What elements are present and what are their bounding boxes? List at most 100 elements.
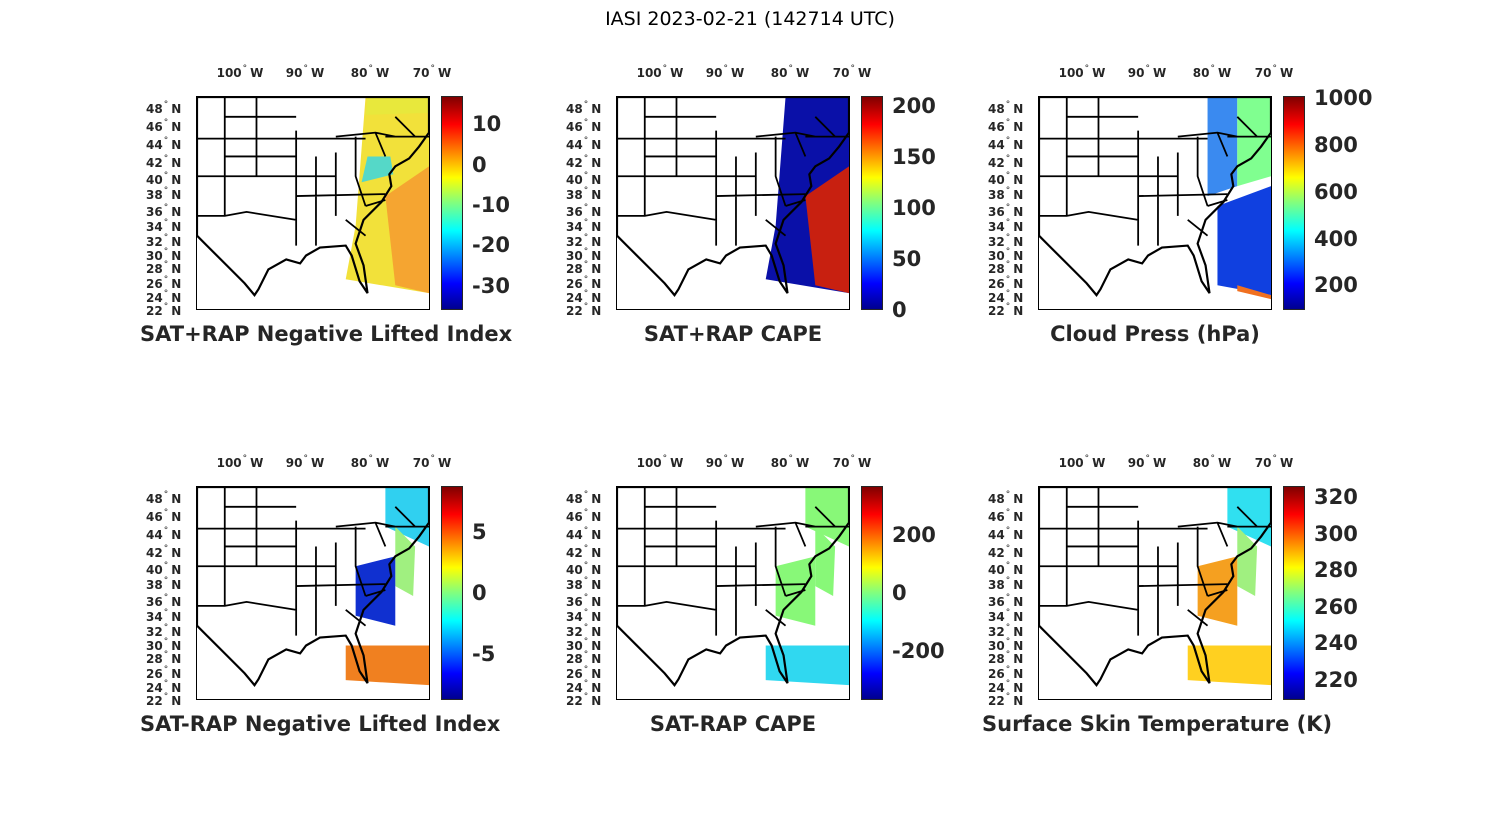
latitude-tick-label: 24° N: [566, 289, 601, 305]
degree-symbol: °: [1005, 218, 1011, 228]
degree-symbol: °: [1005, 576, 1011, 586]
state-borders: [224, 505, 429, 627]
latitude-tick-label: 36° N: [146, 593, 181, 609]
lat-suffix: N: [591, 510, 602, 524]
lon-value: 100: [1058, 66, 1084, 80]
lat-value: 32: [566, 235, 583, 249]
lat-suffix: N: [1013, 120, 1024, 134]
state-borders: [224, 115, 429, 237]
degree-symbol: °: [163, 302, 169, 312]
lat-value: 46: [566, 120, 583, 134]
degree-symbol: °: [1005, 679, 1011, 689]
lat-suffix: N: [591, 304, 602, 318]
lat-suffix: N: [1013, 563, 1024, 577]
degree-symbol: °: [303, 64, 308, 74]
degree-symbol: °: [583, 508, 589, 518]
lon-suffix: W: [795, 456, 810, 470]
lat-suffix: N: [591, 563, 602, 577]
longitude-tick-label: 80° W: [351, 454, 389, 470]
latitude-tick-label: 24° N: [988, 679, 1023, 695]
latitude-tick-label: 42° N: [146, 544, 181, 560]
colorbar-tick-label: 220: [1314, 667, 1358, 692]
lat-suffix: N: [591, 205, 602, 219]
degree-symbol: °: [163, 490, 169, 500]
degree-symbol: °: [1005, 203, 1011, 213]
latitude-tick-label: 48° N: [566, 490, 601, 506]
lon-suffix: W: [375, 456, 390, 470]
lat-value: 44: [988, 138, 1005, 152]
degree-symbol: °: [1005, 233, 1011, 243]
lat-suffix: N: [171, 205, 182, 219]
latitude-tick-label: 36° N: [988, 203, 1023, 219]
degree-symbol: °: [583, 576, 589, 586]
degree-symbol: °: [1005, 665, 1011, 675]
lat-suffix: N: [1013, 156, 1024, 170]
lon-value: 100: [216, 66, 242, 80]
degree-symbol: °: [163, 100, 169, 110]
longitude-tick-label: 80° W: [1193, 454, 1231, 470]
degree-symbol: °: [583, 692, 589, 702]
latitude-tick-label: 28° N: [988, 260, 1023, 276]
map-panel: 100° W 90° W 80° W 70° W 48° N 46° N 44° N 42° N 40° N 38°…: [140, 450, 560, 750]
latitude-tick-label: 48° N: [146, 490, 181, 506]
lat-suffix: N: [1013, 220, 1024, 234]
lat-value: 42: [988, 546, 1005, 560]
lat-value: 40: [988, 563, 1005, 577]
lat-value: 34: [146, 220, 163, 234]
lon-value: 80: [1192, 456, 1210, 470]
lat-value: 28: [146, 652, 163, 666]
latitude-tick-label: 46° N: [988, 508, 1023, 524]
degree-symbol: °: [1005, 289, 1011, 299]
state-borders: [197, 97, 386, 246]
latitude-tick-label: 28° N: [566, 260, 601, 276]
degree-symbol: °: [163, 665, 169, 675]
latitude-tick-label: 40° N: [146, 171, 181, 187]
map-panel: 100° W 90° W 80° W 70° W 48° N 46° N 44° N 42° N 40° N 38°…: [140, 60, 560, 360]
longitude-tick-label: 70° W: [1255, 454, 1293, 470]
lon-value: 90: [1127, 66, 1145, 80]
lat-suffix: N: [171, 262, 182, 276]
lon-value: 100: [216, 456, 242, 470]
lat-suffix: N: [591, 249, 602, 263]
figure-title: IASI 2023-02-21 (142714 UTC): [605, 8, 895, 30]
lat-value: 48: [146, 102, 163, 116]
lat-suffix: N: [1013, 138, 1024, 152]
degree-symbol: °: [583, 247, 589, 257]
satellite-swath-region: [395, 526, 416, 596]
lat-suffix: N: [171, 694, 182, 708]
degree-symbol: °: [1005, 544, 1011, 554]
lat-value: 32: [146, 235, 163, 249]
latitude-tick-label: 42° N: [566, 154, 601, 170]
latitude-tick-label: 24° N: [146, 679, 181, 695]
lat-value: 48: [566, 102, 583, 116]
degree-symbol: °: [583, 490, 589, 500]
lon-value: 70: [412, 456, 430, 470]
latitude-tick-label: 28° N: [566, 650, 601, 666]
satellite-swath-region: [781, 156, 814, 183]
lon-suffix: W: [375, 66, 390, 80]
latitude-tick-label: 22° N: [988, 692, 1023, 708]
lon-suffix: W: [250, 456, 264, 470]
degree-symbol: °: [430, 454, 435, 464]
latitude-tick-label: 32° N: [146, 233, 181, 249]
lat-value: 38: [988, 188, 1005, 202]
lat-suffix: N: [591, 102, 602, 116]
degree-symbol: °: [583, 544, 589, 554]
latitude-tick-label: 48° N: [988, 490, 1023, 506]
degree-symbol: °: [163, 508, 169, 518]
lat-value: 24: [988, 291, 1005, 305]
latitude-tick-label: 22° N: [146, 302, 181, 318]
lat-suffix: N: [591, 625, 602, 639]
degree-symbol: °: [163, 136, 169, 146]
satellite-swath-region: [785, 97, 849, 115]
lon-value: 90: [285, 66, 303, 80]
lat-suffix: N: [171, 528, 182, 542]
satellite-swath-region: [385, 487, 429, 547]
degree-symbol: °: [1005, 100, 1011, 110]
degree-symbol: °: [1005, 561, 1011, 571]
degree-symbol: °: [583, 118, 589, 128]
lat-value: 34: [988, 610, 1005, 624]
state-borders: [617, 487, 806, 636]
latitude-tick-label: 30° N: [146, 247, 181, 263]
colorbar: [1283, 486, 1305, 700]
